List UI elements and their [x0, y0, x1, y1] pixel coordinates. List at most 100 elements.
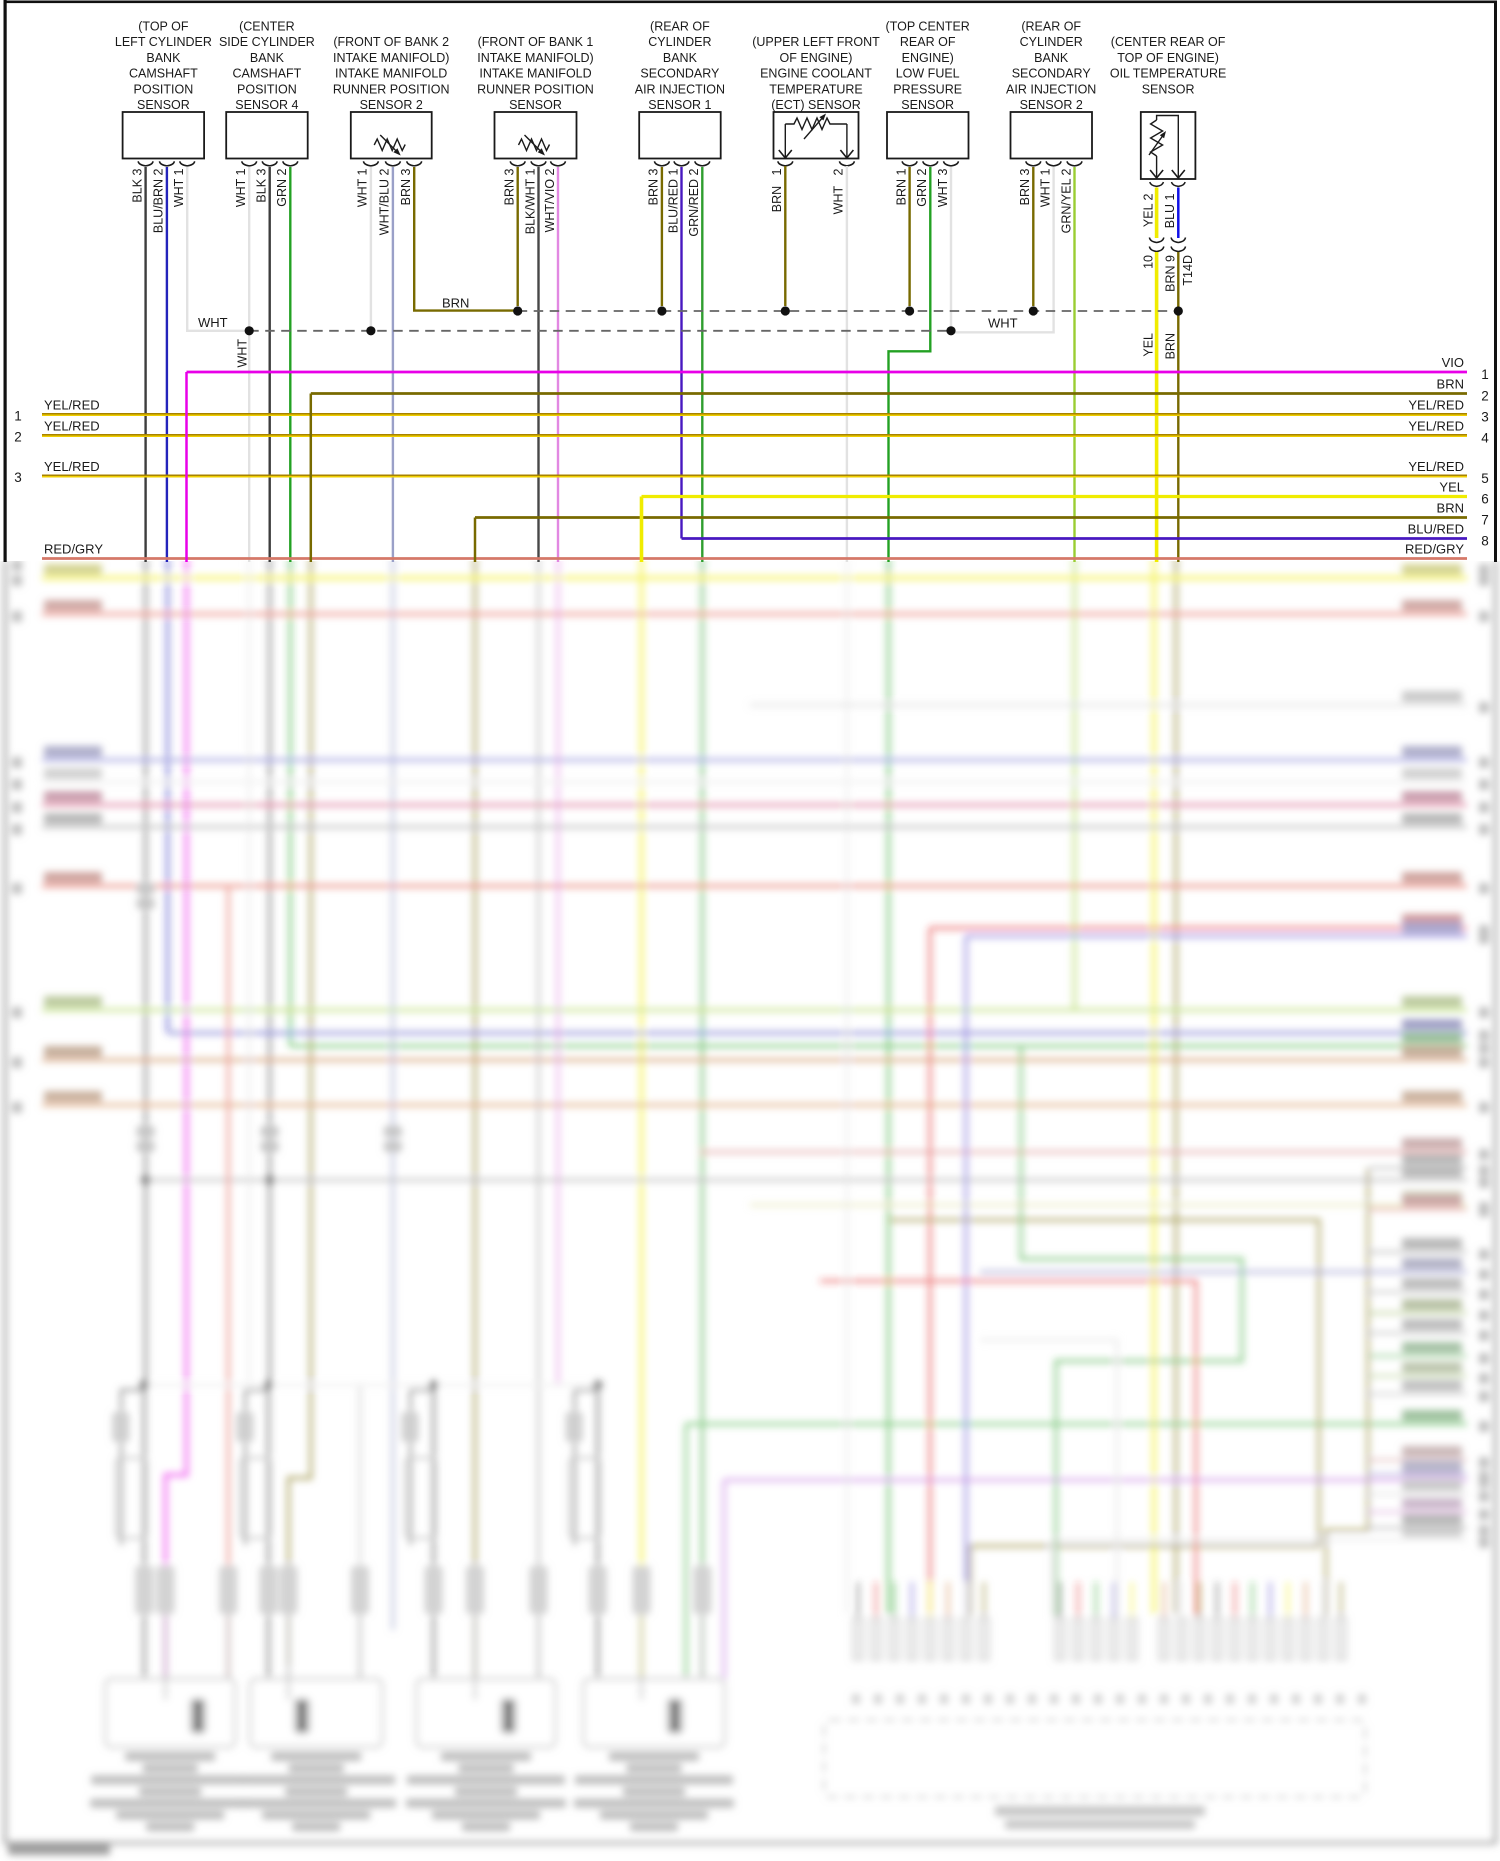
svg-text:BRN 3: BRN 3	[399, 168, 413, 205]
svg-text:CYLINDER: CYLINDER	[1020, 35, 1083, 49]
svg-text:RUNNER POSITION: RUNNER POSITION	[477, 82, 594, 96]
svg-text:INTAKE MANIFOLD): INTAKE MANIFOLD)	[333, 51, 449, 65]
svg-text:BANK: BANK	[1034, 51, 1069, 65]
svg-text:8: 8	[1481, 534, 1489, 549]
svg-text:7: 7	[1481, 513, 1489, 528]
svg-text:BRN 3: BRN 3	[503, 168, 517, 205]
svg-text:T14D: T14D	[1181, 255, 1195, 286]
svg-text:BRN 3: BRN 3	[1018, 168, 1032, 205]
svg-text:(CENTER: (CENTER	[239, 20, 295, 34]
svg-text:BANK: BANK	[250, 51, 285, 65]
svg-text:POSITION: POSITION	[134, 82, 194, 96]
svg-text:YEL 2: YEL 2	[1141, 193, 1155, 227]
svg-text:BANK: BANK	[146, 51, 181, 65]
svg-text:(REAR OF: (REAR OF	[1021, 20, 1081, 34]
svg-text:INTAKE MANIFOLD): INTAKE MANIFOLD)	[477, 51, 593, 65]
svg-text:(ECT) SENSOR: (ECT) SENSOR	[771, 98, 861, 112]
svg-text:GRN/YEL 2: GRN/YEL 2	[1059, 168, 1073, 233]
svg-text:SIDE CYLINDER: SIDE CYLINDER	[219, 35, 315, 49]
svg-text:CAMSHAFT: CAMSHAFT	[129, 67, 198, 81]
svg-text:5: 5	[1481, 471, 1489, 486]
svg-text:RED/GRY: RED/GRY	[1405, 542, 1464, 557]
svg-text:VIO: VIO	[1442, 355, 1464, 370]
svg-text:SENSOR: SENSOR	[1142, 82, 1195, 96]
svg-text:BLK 3: BLK 3	[255, 168, 269, 202]
svg-text:REAR OF: REAR OF	[900, 35, 956, 49]
svg-text:(FRONT OF BANK 2: (FRONT OF BANK 2	[333, 35, 449, 49]
svg-text:BRN: BRN	[1163, 333, 1177, 359]
svg-text:YEL/RED: YEL/RED	[1408, 419, 1464, 434]
svg-text:WHT 2: WHT 2	[832, 168, 846, 214]
svg-text:WHT 1: WHT 1	[234, 168, 248, 207]
svg-text:SENSOR: SENSOR	[901, 98, 954, 112]
svg-text:CAMSHAFT: CAMSHAFT	[233, 67, 302, 81]
svg-text:BRN 1: BRN 1	[770, 168, 784, 212]
svg-text:SECONDARY: SECONDARY	[640, 67, 720, 81]
svg-text:OF ENGINE): OF ENGINE)	[780, 51, 853, 65]
svg-text:TOP OF ENGINE): TOP OF ENGINE)	[1117, 51, 1219, 65]
svg-text:(TOP CENTER: (TOP CENTER	[886, 20, 970, 34]
svg-text:BLU/BRN 2: BLU/BRN 2	[152, 168, 166, 233]
svg-text:RUNNER POSITION: RUNNER POSITION	[333, 82, 450, 96]
svg-text:BLK/WHT 1: BLK/WHT 1	[523, 168, 537, 234]
svg-text:1: 1	[14, 409, 22, 424]
svg-text:OIL TEMPERATURE: OIL TEMPERATURE	[1110, 67, 1226, 81]
svg-text:WHT/BLU 2: WHT/BLU 2	[378, 168, 392, 235]
svg-text:ENGINE COOLANT: ENGINE COOLANT	[760, 67, 872, 81]
svg-text:WHT: WHT	[236, 339, 250, 368]
svg-text:YEL/RED: YEL/RED	[1408, 459, 1464, 474]
svg-text:BRN 9: BRN 9	[1163, 255, 1177, 292]
svg-text:WHT 1: WHT 1	[172, 168, 186, 207]
svg-text:LEFT CYLINDER: LEFT CYLINDER	[115, 35, 212, 49]
svg-text:BLK 3: BLK 3	[130, 168, 144, 202]
svg-text:BRN 1: BRN 1	[894, 168, 908, 205]
svg-text:SENSOR 1: SENSOR 1	[648, 98, 711, 112]
svg-text:POSITION: POSITION	[237, 82, 297, 96]
svg-text:WHT 1: WHT 1	[356, 168, 370, 207]
svg-text:WHT 3: WHT 3	[936, 168, 950, 207]
svg-text:YEL/RED: YEL/RED	[1408, 398, 1464, 413]
svg-text:BANK: BANK	[663, 51, 698, 65]
svg-text:BLU 1: BLU 1	[1163, 193, 1177, 228]
svg-text:(CENTER REAR OF: (CENTER REAR OF	[1111, 35, 1226, 49]
svg-text:TEMPERATURE: TEMPERATURE	[769, 82, 863, 96]
svg-text:WHT 1: WHT 1	[1038, 168, 1052, 207]
svg-text:BLU/RED: BLU/RED	[1408, 522, 1464, 537]
svg-text:1: 1	[1481, 367, 1489, 382]
svg-text:3: 3	[1481, 410, 1489, 425]
svg-text:BRN: BRN	[442, 296, 469, 311]
svg-text:SENSOR 4: SENSOR 4	[235, 98, 298, 112]
svg-text:BLU/RED 1: BLU/RED 1	[666, 168, 680, 233]
svg-text:6: 6	[1481, 492, 1489, 507]
svg-text:(TOP OF: (TOP OF	[138, 20, 189, 34]
svg-text:SENSOR 2: SENSOR 2	[1020, 98, 1083, 112]
svg-text:SENSOR 2: SENSOR 2	[360, 98, 423, 112]
svg-text:YEL/RED: YEL/RED	[44, 459, 100, 474]
svg-text:PRESSURE: PRESSURE	[893, 82, 962, 96]
svg-text:CYLINDER: CYLINDER	[648, 35, 711, 49]
svg-text:WHT: WHT	[988, 316, 1018, 331]
svg-text:WHT/VIO 2: WHT/VIO 2	[543, 168, 557, 232]
svg-text:SENSOR: SENSOR	[137, 98, 190, 112]
svg-text:LOW FUEL: LOW FUEL	[896, 67, 960, 81]
svg-text:YEL: YEL	[1439, 480, 1464, 495]
svg-text:(FRONT OF BANK 1: (FRONT OF BANK 1	[478, 35, 594, 49]
svg-text:GRN 2: GRN 2	[915, 168, 929, 206]
svg-text:INTAKE MANIFOLD: INTAKE MANIFOLD	[335, 67, 447, 81]
svg-text:YEL: YEL	[1142, 333, 1156, 357]
svg-text:4: 4	[1481, 431, 1489, 446]
svg-text:YEL/RED: YEL/RED	[44, 419, 100, 434]
svg-text:10: 10	[1142, 255, 1156, 269]
svg-text:(UPPER LEFT FRONT: (UPPER LEFT FRONT	[752, 35, 880, 49]
svg-text:ENGINE): ENGINE)	[902, 51, 954, 65]
svg-text:RED/GRY: RED/GRY	[44, 542, 103, 557]
svg-text:BRN: BRN	[1437, 501, 1464, 516]
svg-text:INTAKE MANIFOLD: INTAKE MANIFOLD	[479, 67, 591, 81]
svg-text:3: 3	[14, 470, 22, 485]
svg-text:GRN 2: GRN 2	[275, 168, 289, 206]
svg-text:SECONDARY: SECONDARY	[1012, 67, 1092, 81]
svg-text:SENSOR: SENSOR	[509, 98, 562, 112]
svg-text:BRN 3: BRN 3	[647, 168, 661, 205]
svg-text:2: 2	[14, 430, 22, 445]
svg-text:YEL/RED: YEL/RED	[44, 398, 100, 413]
